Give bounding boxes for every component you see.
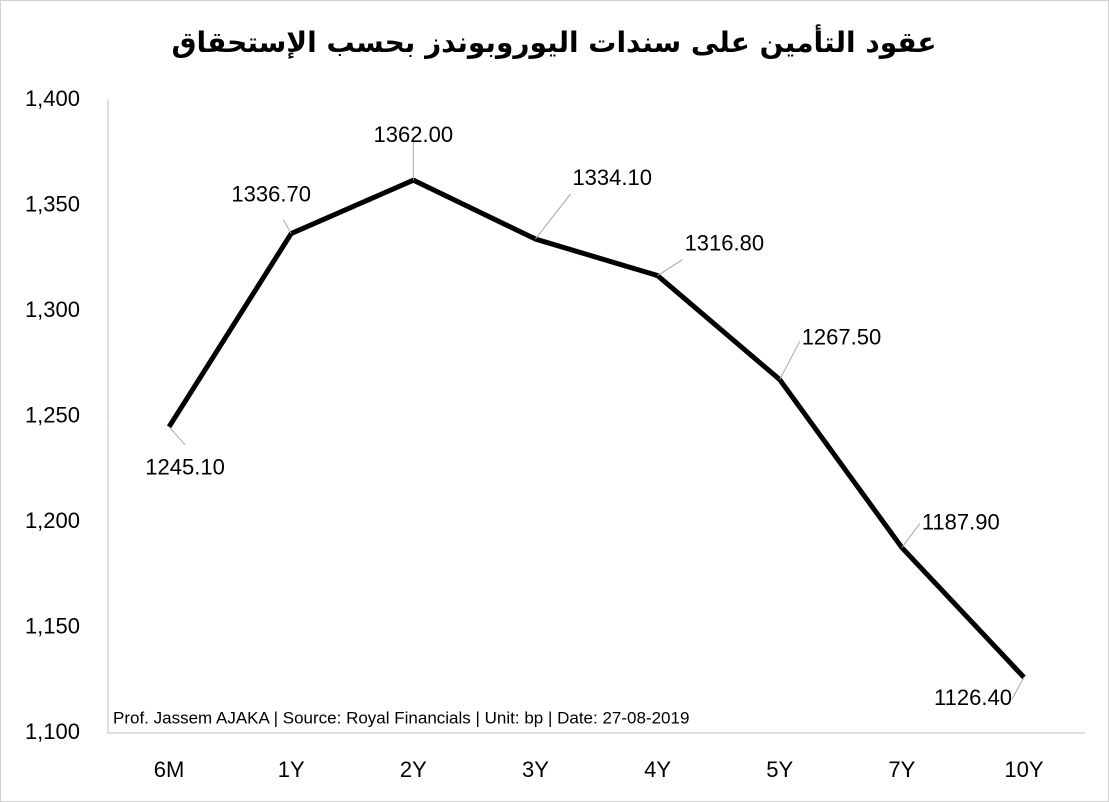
data-line bbox=[166, 177, 1026, 680]
data-label: 1245.10 bbox=[145, 455, 225, 480]
leader-line bbox=[168, 426, 186, 446]
y-tick-label: 1,350 bbox=[25, 191, 80, 216]
leader-line bbox=[779, 341, 801, 380]
x-tick-label: 7Y bbox=[888, 757, 915, 782]
y-tick-label: 1,300 bbox=[25, 297, 80, 322]
leader-line bbox=[901, 523, 921, 548]
data-label: 1334.10 bbox=[572, 165, 652, 190]
leader-line bbox=[1011, 677, 1025, 700]
x-tick-label: 5Y bbox=[766, 757, 793, 782]
data-label: 1362.00 bbox=[374, 122, 454, 147]
y-tick-label: 1,200 bbox=[25, 508, 80, 533]
x-tick-label: 1Y bbox=[278, 757, 305, 782]
annotation: Prof. Jassem AJAKA | Source: Royal Finan… bbox=[113, 708, 689, 727]
y-tick-label: 1,400 bbox=[25, 86, 80, 111]
leader-line bbox=[282, 219, 292, 234]
y-tick-label: 1,150 bbox=[25, 613, 80, 638]
leader-line bbox=[657, 259, 683, 276]
data-label: 1187.90 bbox=[922, 509, 1000, 534]
y-tick-label: 1,100 bbox=[25, 719, 80, 744]
data-label: 1336.70 bbox=[231, 181, 311, 206]
x-tick-label: 10Y bbox=[1004, 757, 1043, 782]
data-label: 1316.80 bbox=[685, 230, 765, 255]
leader-line bbox=[535, 193, 571, 240]
chart-title: عقود التأمين على سندات اليوروبوندز بحسب … bbox=[171, 24, 936, 59]
x-tick-label: 2Y bbox=[400, 757, 427, 782]
data-label: 1267.50 bbox=[802, 324, 882, 349]
x-tick-label: 6M bbox=[154, 757, 185, 782]
x-tick-label: 4Y bbox=[644, 757, 671, 782]
y-tick-label: 1,250 bbox=[25, 402, 80, 427]
x-tick-label: 3Y bbox=[522, 757, 549, 782]
data-label: 1126.40 bbox=[934, 685, 1012, 710]
